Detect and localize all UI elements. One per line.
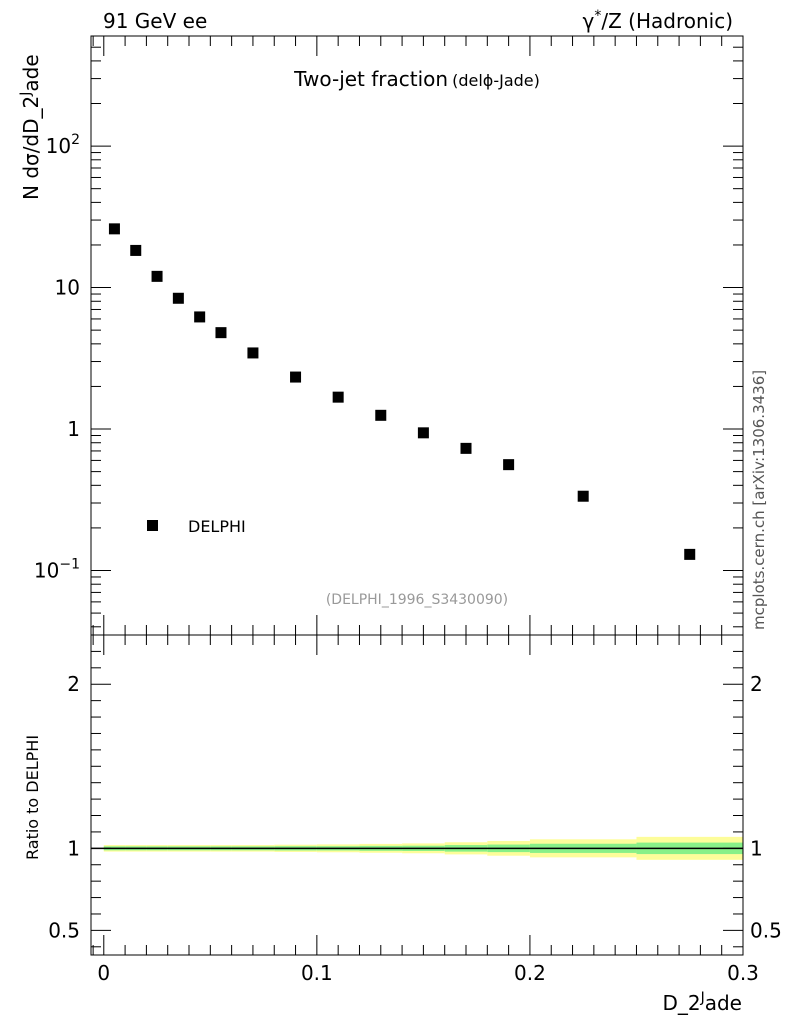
- data-point: [194, 311, 206, 323]
- y-tick-label: 10: [55, 276, 80, 300]
- ratio-y-axis-label: Ratio to DELPHI: [23, 735, 42, 860]
- x-tick-label: 0.2: [514, 961, 546, 985]
- header-left-label: 91 GeV ee: [103, 9, 207, 33]
- data-point: [684, 548, 696, 560]
- x-tick-label: 0.3: [727, 961, 759, 985]
- ratio-y-tick-label-right: 0.5: [750, 918, 782, 942]
- data-point: [417, 427, 429, 439]
- data-point: [460, 442, 472, 454]
- ratio-y-tick-label-right: 1: [750, 836, 763, 860]
- y-tick-label: 10−1: [34, 556, 80, 582]
- ratio-y-tick-label-left: 2: [67, 672, 80, 696]
- ratio-plot-frame: [90, 634, 744, 956]
- x-tick-label: 0.1: [301, 961, 333, 985]
- data-point: [290, 371, 302, 383]
- y-tick-label: 102: [46, 132, 80, 158]
- main-axis-ticks: [91, 35, 744, 635]
- data-point: [375, 409, 387, 421]
- main-title: Two-jet fraction (delϕ-Jade): [293, 67, 540, 91]
- ratio-tick-labels: 2 2 1 1 0.5 0.5 0 0.1 0.2 0.3: [48, 672, 782, 985]
- ratio-y-tick-label-left: 1: [67, 836, 80, 860]
- data-point: [108, 223, 120, 235]
- ratio-y-tick-label-right: 2: [750, 672, 763, 696]
- data-point: [215, 327, 227, 339]
- data-points: [108, 223, 696, 560]
- ratio-axis-ticks: [91, 635, 744, 955]
- main-plot-frame: [90, 35, 744, 636]
- data-point: [130, 244, 142, 256]
- data-point: [577, 490, 589, 502]
- data-point: [503, 459, 515, 471]
- x-axis-label: D_2Jade: [662, 990, 742, 1015]
- main-y-axis-label: N dσ/dD_2Jade: [18, 54, 43, 200]
- data-point: [332, 391, 344, 403]
- ratio-y-tick-label-left: 0.5: [48, 918, 80, 942]
- ratio-plot: 2 2 1 1 0.5 0.5 0 0.1 0.2 0.3 Ratio to DELPHI D_2…: [23, 634, 782, 1015]
- main-plot: 102 10 1 10−1 Two-jet fraction (delϕ-Jade) N…: [18, 35, 744, 636]
- legend-marker: [147, 520, 158, 531]
- y-tick-label: 1: [67, 417, 80, 441]
- data-point: [247, 347, 259, 359]
- main-y-tick-labels: 102 10 1 10−1: [34, 132, 80, 582]
- analysis-watermark: (DELPHI_1996_S3430090): [326, 592, 508, 608]
- data-point: [151, 270, 163, 282]
- x-tick-label: 0: [97, 961, 110, 985]
- header-right-label: γ*/Z (Hadronic): [583, 8, 733, 33]
- side-label: mcplots.cern.ch [arXiv:1306.3436]: [750, 370, 768, 630]
- legend-label: DELPHI: [188, 517, 246, 536]
- data-point: [172, 292, 184, 304]
